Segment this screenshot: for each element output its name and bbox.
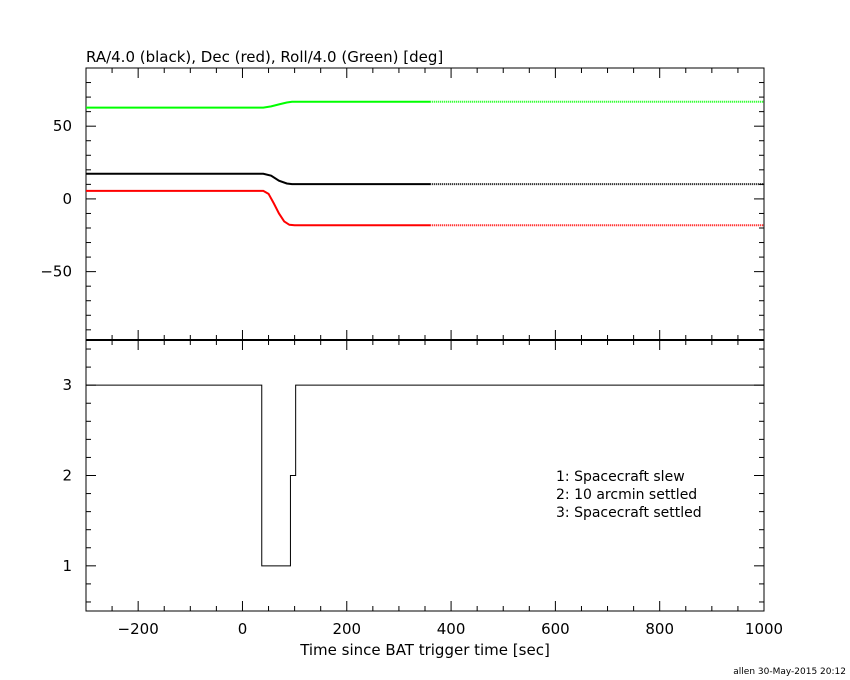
x-tick-label: −200: [118, 620, 159, 638]
legend-entry: 2: 10 arcmin settled: [556, 487, 697, 503]
top-panel-frame: [85, 67, 765, 341]
x-tick-label: 200: [332, 620, 361, 638]
x-tick-label: 0: [238, 620, 248, 638]
bottom-panel-ticks: −200 0 200 400 600 800 1000 1 2 3: [62, 340, 783, 638]
x-tick-label: 600: [541, 620, 570, 638]
status-step-line: [86, 384, 764, 567]
bottom-y-tick-label: 3: [62, 376, 72, 394]
series-line-2: [86, 189, 431, 227]
legend-entry: 1: Spacecraft slew: [556, 469, 685, 485]
top-y-tick-label: −50: [40, 263, 72, 281]
x-tick-label: 1000: [745, 620, 783, 638]
bottom-y-tick-label: 1: [62, 557, 72, 575]
legend-entry: 3: Spacecraft settled: [556, 505, 702, 521]
bottom-panel-series: [86, 384, 764, 567]
x-axis-label: Time since BAT trigger time [sec]: [299, 641, 550, 659]
legend: 1: Spacecraft slew 2: 10 arcmin settled 3:…: [556, 469, 702, 521]
top-panel: RA/4.0 (black), Dec (red), Roll/4.0 (Gre…: [40, 48, 765, 341]
series-line-0: [86, 100, 431, 109]
bottom-panel: −200 0 200 400 600 800 1000 1 2 3 Time since BAT …: [62, 339, 783, 659]
series-line-1: [86, 172, 431, 186]
top-panel-ticks: −50 0 50: [40, 67, 765, 340]
top-panel-series: [86, 100, 764, 227]
x-tick-label: 400: [437, 620, 466, 638]
footer-credit: allen 30-May-2015 20:12: [733, 667, 846, 677]
x-tick-label: 800: [645, 620, 674, 638]
top-y-tick-label: 50: [53, 117, 72, 135]
top-y-tick-label: 0: [62, 190, 72, 208]
bottom-y-tick-label: 2: [62, 467, 72, 485]
top-panel-title: RA/4.0 (black), Dec (red), Roll/4.0 (Gre…: [86, 48, 443, 66]
